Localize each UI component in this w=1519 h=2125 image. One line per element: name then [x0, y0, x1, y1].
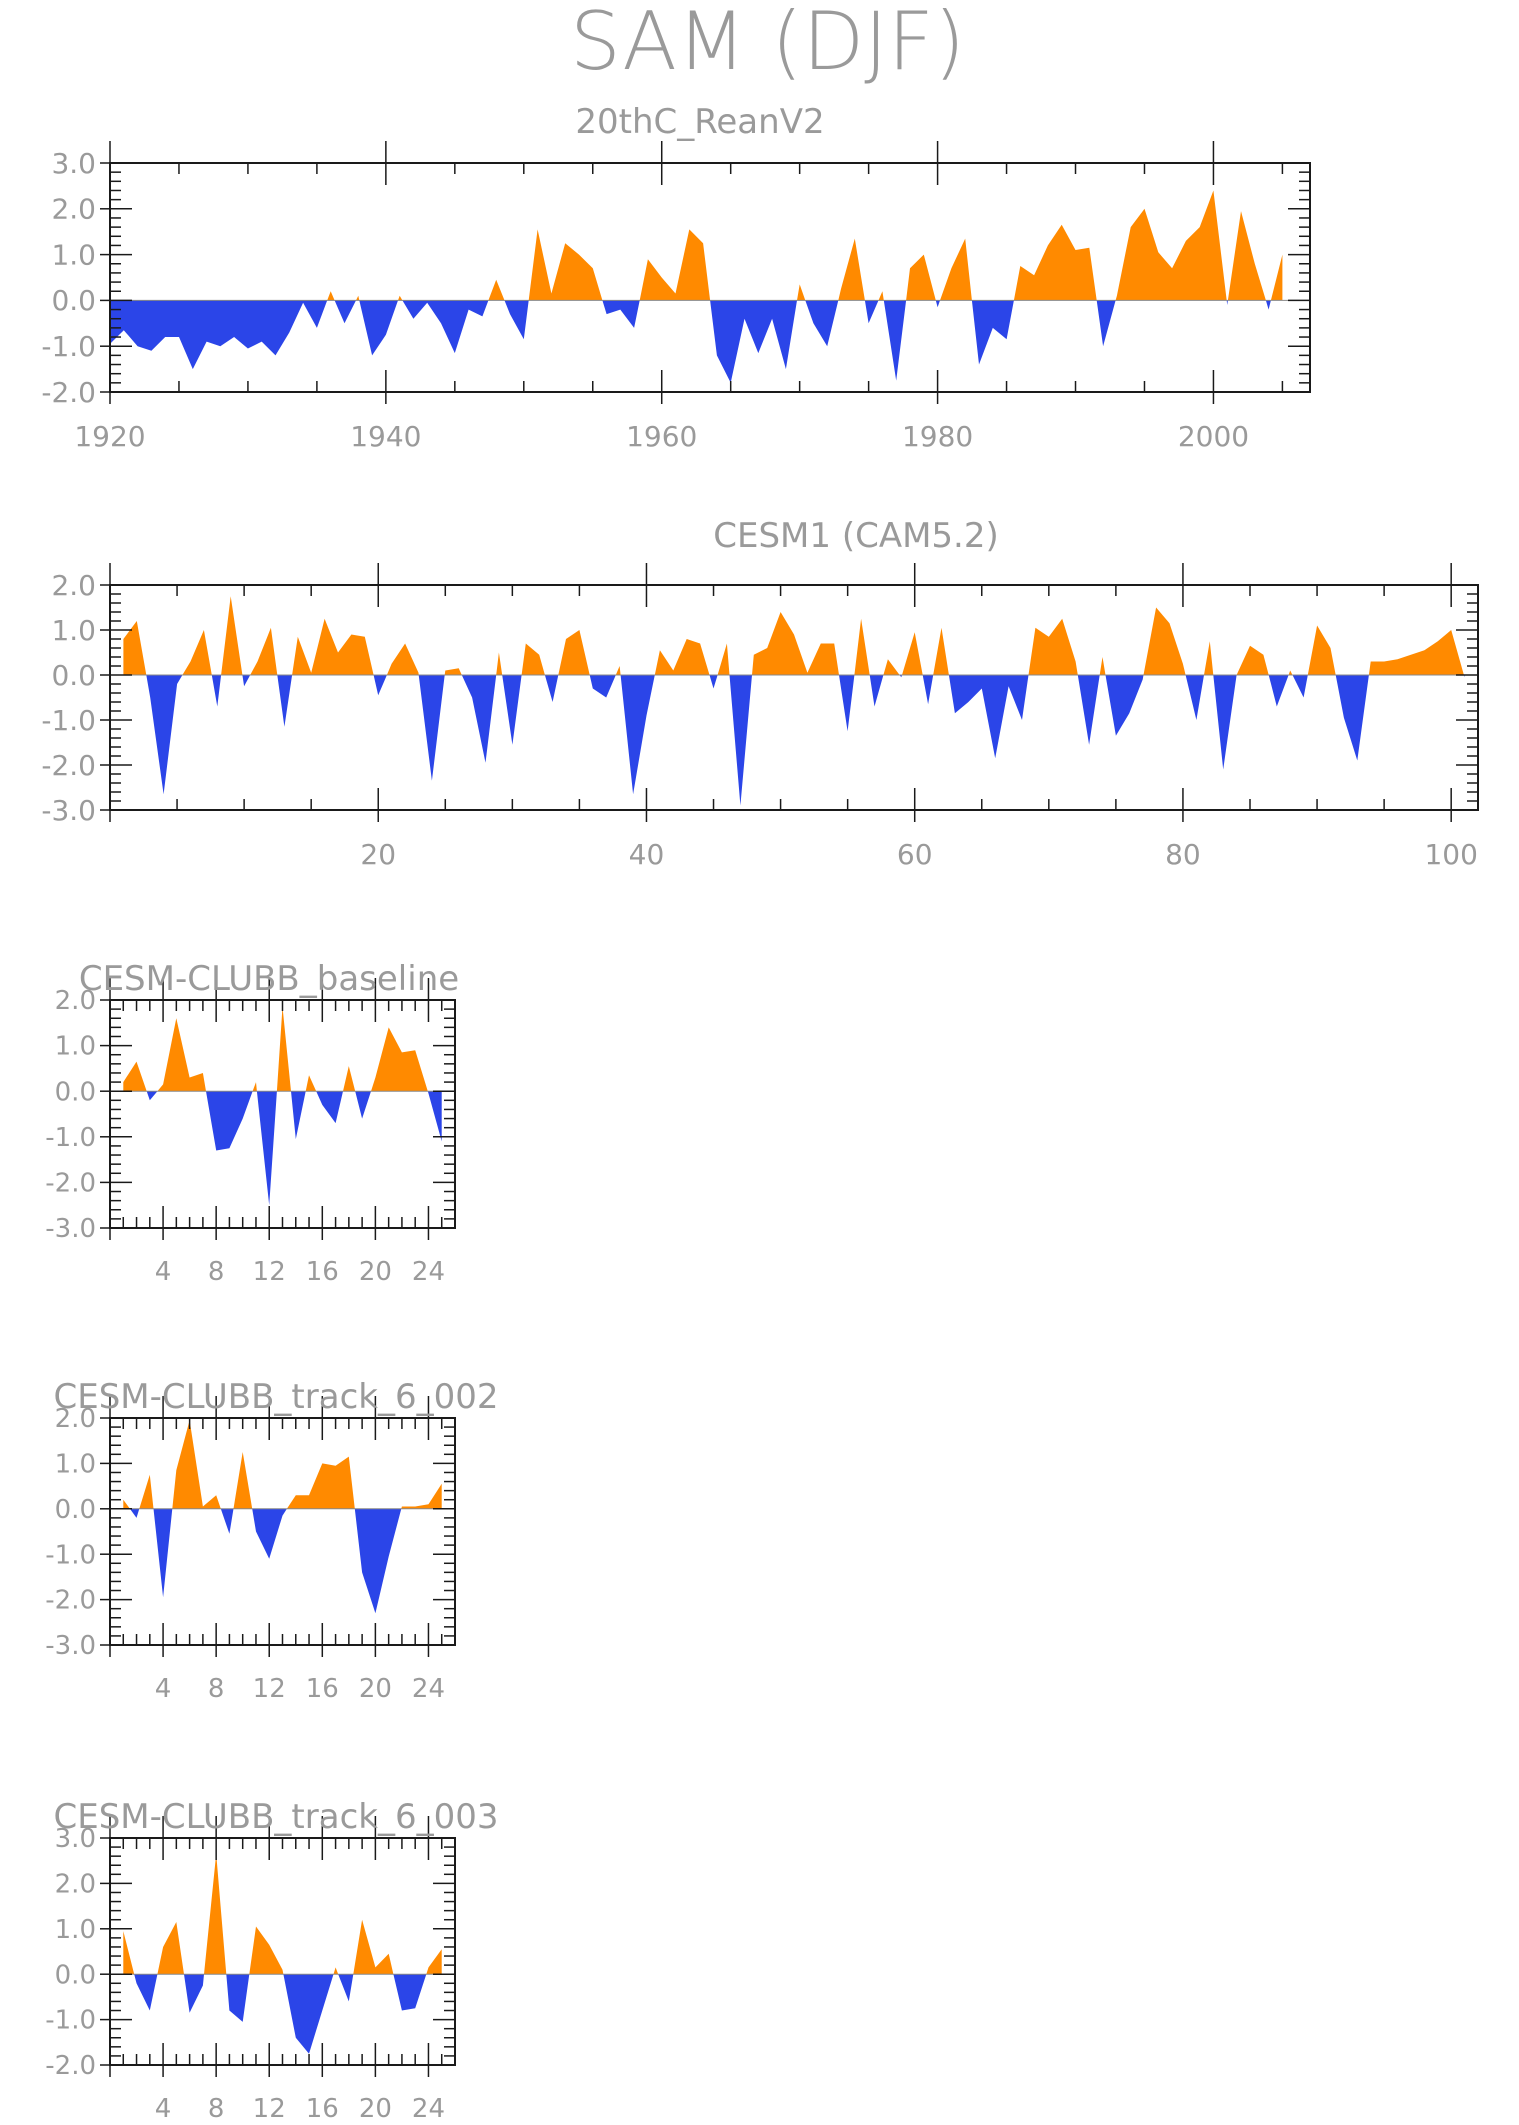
x-tick-label: 12	[253, 1257, 286, 1287]
x-tick-label: 20	[359, 1674, 392, 1704]
y-tick-label: 2.0	[51, 569, 96, 602]
positive-area	[110, 190, 1283, 301]
y-tick-label: 0.0	[55, 1960, 96, 1990]
chart-panel-3: 2.0 1.0 0.0 -1.0 -2.0 -3.0 4 8 12 16 20 24 CESM-CLUB…	[45, 959, 459, 1287]
y-tick-label: 0.0	[51, 284, 96, 317]
positive-area	[123, 1006, 442, 1092]
y-tick-label: 1.0	[55, 1032, 96, 1062]
y-tick-label: 1.0	[51, 238, 96, 271]
y-tick-label: -1.0	[45, 1123, 96, 1153]
x-tick-label: 20	[360, 838, 396, 871]
y-tick-label: -2.0	[41, 749, 96, 782]
negative-area	[123, 1508, 442, 1614]
x-tick-label: 2000	[1178, 420, 1249, 453]
chart-title: CESM-CLUBB_baseline	[79, 959, 459, 999]
x-tick-label: 24	[412, 1674, 445, 1704]
y-tick-label: 2.0	[55, 1404, 96, 1434]
y-tick-label: -2.0	[45, 2051, 96, 2081]
chart-panel-5: 3.0 2.0 1.0 0.0 -1.0 -2.0 4 8 12 16 20 24 CESM-CLUBB…	[45, 1797, 498, 2124]
y-tick-label: 2.0	[51, 193, 96, 226]
y-tick-label: -2.0	[45, 1169, 96, 1199]
y-tick-label: 2.0	[55, 1870, 96, 1900]
x-tick-label: 40	[629, 838, 665, 871]
x-tick-label: 16	[306, 1674, 339, 1704]
chart-title: 20thC_ReanV2	[575, 102, 824, 142]
y-tick-label: -3.0	[41, 794, 96, 827]
x-tick-label: 4	[155, 1257, 172, 1287]
figure-title: SAM (DJF)	[569, 0, 966, 88]
x-tick-label: 12	[253, 1674, 286, 1704]
y-tick-label: -3.0	[45, 1631, 96, 1661]
chart-title: CESM-CLUBB_track_6_003	[54, 1797, 499, 1837]
y-tick-label: -1.0	[41, 330, 96, 363]
x-tick-label: 1960	[626, 420, 697, 453]
plot-frame	[109, 1837, 456, 2066]
x-tick-label: 16	[306, 1257, 339, 1287]
x-tick-label: 1980	[902, 420, 973, 453]
y-tick-label: 3.0	[51, 147, 96, 180]
x-tick-label: 1920	[74, 420, 145, 453]
y-tick-label: -2.0	[41, 376, 96, 409]
chart-title: CESM-CLUBB_track_6_002	[54, 1377, 499, 1417]
positive-area	[123, 1420, 442, 1509]
y-tick-label: 0.0	[55, 1495, 96, 1525]
plot-frame	[109, 162, 1311, 393]
negative-area	[123, 675, 1465, 806]
positive-area	[123, 596, 1465, 675]
x-tick-label: 20	[359, 1257, 392, 1287]
x-tick-label: 8	[208, 1257, 225, 1287]
x-tick-label: 16	[306, 2094, 339, 2124]
y-tick-label: -1.0	[41, 704, 96, 737]
y-tick-label: 3.0	[55, 1824, 96, 1854]
plot-frame	[109, 584, 1479, 811]
x-tick-label: 4	[155, 1674, 172, 1704]
y-tick-label: -2.0	[45, 1586, 96, 1616]
y-tick-label: 0.0	[51, 659, 96, 692]
x-tick-label: 24	[412, 1257, 445, 1287]
y-tick-label: 2.0	[55, 986, 96, 1016]
chart-panel-1: 3.0 2.0 1.0 0.0 -1.0 -2.0 1920 1940 1960 1980 2000…	[41, 102, 1311, 453]
y-tick-label: -3.0	[45, 1214, 96, 1244]
x-tick-label: 8	[208, 2094, 225, 2124]
y-tick-label: 1.0	[55, 1450, 96, 1480]
y-tick-label: 0.0	[55, 1077, 96, 1107]
x-tick-label: 20	[359, 2094, 392, 2124]
positive-area	[123, 1853, 442, 1975]
x-tick-label: 100	[1424, 838, 1477, 871]
x-tick-label: 12	[253, 2094, 286, 2124]
x-tick-label: 8	[208, 1674, 225, 1704]
x-tick-label: 4	[155, 2094, 172, 2124]
y-tick-label: -1.0	[45, 2006, 96, 2036]
negative-area	[110, 300, 1283, 383]
chart-panel-2: 2.0 1.0 0.0 -1.0 -2.0 -3.0 20 40 60 80 100 CESM1 (C…	[41, 516, 1479, 871]
chart-panel-4: 2.0 1.0 0.0 -1.0 -2.0 -3.0 4 8 12 16 20 24 CESM-CLUB…	[45, 1377, 498, 1704]
x-tick-label: 1940	[350, 420, 421, 453]
negative-area	[123, 1974, 442, 2054]
x-tick-label: 80	[1165, 838, 1201, 871]
chart-title: CESM1 (CAM5.2)	[713, 516, 999, 556]
y-tick-label: -1.0	[45, 1540, 96, 1570]
y-tick-label: 1.0	[55, 1915, 96, 1945]
x-tick-label: 60	[897, 838, 933, 871]
negative-area	[123, 1091, 442, 1206]
x-tick-label: 24	[412, 2094, 445, 2124]
y-tick-label: 1.0	[51, 614, 96, 647]
